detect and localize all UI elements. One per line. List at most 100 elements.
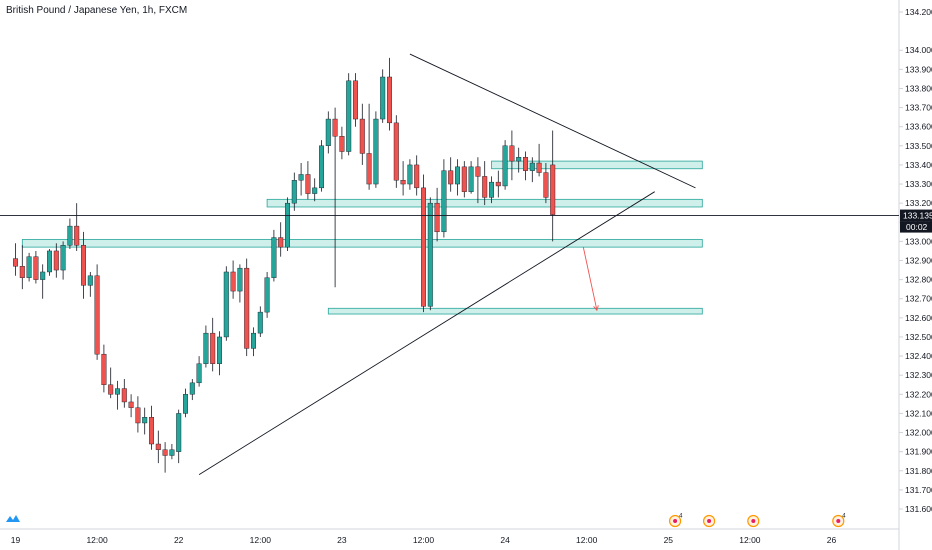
candle xyxy=(400,161,406,196)
time-tick-label: 22 xyxy=(174,535,184,545)
economic-event-icon[interactable] xyxy=(747,514,760,528)
candle xyxy=(264,271,270,318)
price-tick-label: 134.000 xyxy=(905,45,932,55)
candle xyxy=(26,252,32,282)
candle xyxy=(223,266,229,341)
candle xyxy=(393,115,399,188)
trendline[interactable] xyxy=(409,53,696,189)
support-resistance-zone[interactable] xyxy=(21,239,703,248)
support-resistance-zone[interactable] xyxy=(327,307,703,315)
current-price-tag xyxy=(900,209,932,222)
economic-event-icon[interactable]: 4 xyxy=(832,514,847,528)
candle xyxy=(495,170,501,198)
price-tick-label: 132.000 xyxy=(905,428,932,438)
candle-body xyxy=(319,145,325,189)
candle xyxy=(230,260,236,299)
trendline[interactable] xyxy=(198,191,655,475)
price-tick-label: 132.100 xyxy=(905,408,932,418)
candle xyxy=(305,161,311,200)
economic-event-icon[interactable]: 4 xyxy=(668,514,684,528)
candle-body xyxy=(393,122,399,181)
support-resistance-zone[interactable] xyxy=(491,160,703,170)
candle-body xyxy=(53,250,59,271)
candle xyxy=(319,140,325,192)
time-tick-label: 12:00 xyxy=(250,535,272,545)
candle xyxy=(489,176,495,204)
time-axis[interactable]: 19 12:00 22 12:00 23 12:00 24 12:00 25 12:00 26 xyxy=(11,535,837,545)
price-axis[interactable]: 134.200 134.000 133.900 133.800 133.700 133.6… xyxy=(899,7,932,514)
candle-body xyxy=(441,170,447,233)
candle xyxy=(448,157,454,192)
time-tick-label: 12:00 xyxy=(576,535,598,545)
candle xyxy=(529,157,535,183)
price-tick-label: 132.400 xyxy=(905,351,932,361)
candle xyxy=(237,264,243,303)
price-tick-label: 131.600 xyxy=(905,504,932,514)
candle xyxy=(339,126,345,160)
price-tick-label: 132.600 xyxy=(905,313,932,323)
price-tick-label: 132.800 xyxy=(905,275,932,285)
candle-body xyxy=(427,202,433,307)
candle-body xyxy=(325,118,331,147)
candle-body xyxy=(19,266,25,278)
candle-body xyxy=(509,145,515,162)
candle xyxy=(353,73,359,127)
candle-body xyxy=(108,384,114,395)
candle-body xyxy=(244,267,250,349)
candle-body xyxy=(87,275,93,286)
price-tick-label: 133.900 xyxy=(905,64,932,74)
candle-body xyxy=(271,237,277,278)
event-count-label: 4 xyxy=(679,514,683,520)
candle xyxy=(244,258,250,357)
time-tick-label: 12:00 xyxy=(413,535,435,545)
candle xyxy=(108,367,114,399)
economic-event-icon[interactable] xyxy=(702,514,716,528)
time-tick-label: 24 xyxy=(500,535,510,545)
time-tick-label: 23 xyxy=(337,535,347,545)
candle xyxy=(128,394,134,418)
candle xyxy=(142,407,148,435)
candle xyxy=(482,161,488,206)
candle-body xyxy=(359,118,365,154)
tradingview-logo-icon[interactable] xyxy=(5,512,21,524)
time-tick-label: 12:00 xyxy=(86,535,108,545)
candle-body xyxy=(189,382,195,395)
candle xyxy=(278,222,284,257)
candle xyxy=(189,379,195,401)
candle-body xyxy=(33,256,39,280)
candle-body xyxy=(529,162,535,171)
chart-title: British Pound / Japanese Yen, 1h, FXCM xyxy=(6,5,188,16)
candle xyxy=(182,388,188,418)
candle xyxy=(74,203,80,251)
candle-body xyxy=(516,157,522,162)
candle-body xyxy=(237,267,243,292)
candle-body xyxy=(489,181,495,198)
candle-body xyxy=(421,187,427,307)
candle xyxy=(47,249,53,276)
candle xyxy=(94,264,100,360)
candle-body xyxy=(536,162,542,173)
candle-body xyxy=(94,275,100,355)
price-tick-label: 134.200 xyxy=(905,7,932,17)
candle-body xyxy=(114,388,120,395)
projection-arrow[interactable] xyxy=(582,247,598,311)
candle xyxy=(502,140,508,190)
candle-body xyxy=(250,332,256,349)
candle-body xyxy=(264,277,270,313)
candle xyxy=(162,442,168,473)
candle-body xyxy=(332,118,338,137)
candle-body xyxy=(550,164,556,215)
candle-body xyxy=(502,145,508,187)
zones-layer xyxy=(21,160,703,315)
candle xyxy=(12,243,18,276)
candle-body xyxy=(285,202,291,248)
candle-body xyxy=(387,76,393,124)
candle-body xyxy=(26,256,32,278)
time-tick-label: 25 xyxy=(664,535,674,545)
candle xyxy=(543,163,549,204)
candle xyxy=(203,325,209,368)
candle xyxy=(523,151,529,181)
candle-body xyxy=(475,166,481,177)
